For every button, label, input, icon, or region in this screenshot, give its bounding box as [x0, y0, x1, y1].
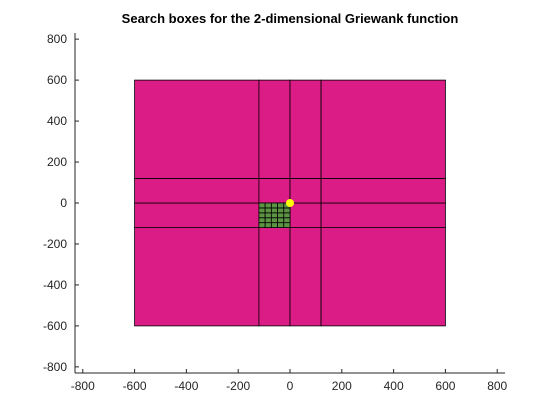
axes: -800 -600 -400 -200 0 200 400 600 800 -800 -600 -40…: [43, 32, 508, 393]
x-tick-label: -800: [71, 379, 95, 393]
inner-search-box: [283, 222, 291, 228]
x-tick-label: 400: [384, 379, 404, 393]
outer-search-box: [258, 227, 291, 327]
outer-search-box: [134, 202, 260, 228]
x-tick-label: -200: [226, 379, 250, 393]
inner-search-box: [277, 207, 285, 214]
x-tick-label: 600: [435, 379, 455, 393]
inner-search-box: [283, 207, 291, 214]
x-tick-label: -400: [174, 379, 198, 393]
y-tick-label: 400: [47, 114, 67, 128]
inner-search-box: [258, 222, 266, 228]
outer-search-box: [289, 227, 322, 327]
outer-search-box: [134, 178, 260, 204]
inner-search-box: [264, 217, 272, 224]
inner-search-box: [270, 217, 278, 224]
outer-search-box: [258, 79, 291, 179]
inner-search-box: [277, 202, 285, 209]
y-tick-label: -600: [43, 319, 67, 333]
inner-search-box: [264, 212, 272, 219]
inner-search-box: [264, 207, 272, 214]
inner-search-box: [277, 212, 285, 219]
chart-title: Search boxes for the 2-dimensional Griew…: [122, 11, 459, 26]
y-tick-label: -400: [43, 278, 67, 292]
inner-search-box: [283, 217, 291, 224]
outer-search-box: [289, 79, 322, 179]
y-tick-label: -200: [43, 237, 67, 251]
optimum-point: [286, 199, 294, 207]
y-tick-label: 800: [47, 32, 67, 46]
inner-search-box: [258, 207, 266, 214]
outer-search-box: [134, 227, 260, 327]
outer-search-box: [320, 202, 446, 228]
inner-search-box: [270, 222, 278, 228]
outer-search-box: [320, 178, 446, 204]
outer-search-box: [289, 178, 322, 204]
y-tick-label: 600: [47, 73, 67, 87]
x-tick-label: 0: [287, 379, 294, 393]
outer-search-box: [320, 227, 446, 327]
outer-search-box: [320, 79, 446, 179]
inner-search-box: [264, 222, 272, 228]
inner-search-box: [270, 202, 278, 209]
inner-search-box: [270, 207, 278, 214]
inner-search-box: [258, 212, 266, 219]
inner-search-box: [277, 217, 285, 224]
x-tick-label: 800: [487, 379, 507, 393]
y-tick-label: 0: [60, 196, 67, 210]
outer-search-box: [289, 202, 322, 228]
inner-search-box: [270, 212, 278, 219]
outer-search-box: [258, 178, 291, 204]
x-tick-label: 200: [332, 379, 352, 393]
inner-search-box: [258, 202, 266, 209]
points: [286, 199, 294, 207]
inner-search-box: [258, 217, 266, 224]
outer-search-box: [134, 79, 260, 179]
y-tick-label: 200: [47, 155, 67, 169]
inner-search-box: [264, 202, 272, 209]
inner-boxes: [258, 202, 291, 228]
inner-search-box: [283, 212, 291, 219]
inner-search-box: [277, 222, 285, 228]
y-tick-label: -800: [43, 360, 67, 374]
x-tick-label: -600: [123, 379, 147, 393]
